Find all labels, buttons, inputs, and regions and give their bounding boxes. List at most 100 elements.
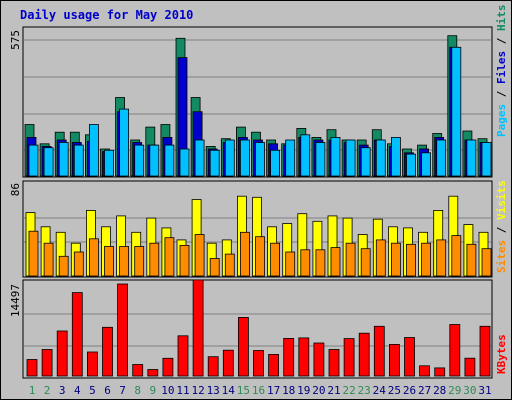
middle-max-label: 86 [9, 183, 22, 196]
kbytes-bar-day-27 [419, 365, 431, 377]
pages-bar-day-22 [345, 139, 356, 177]
kbytes-bar-day-3 [56, 330, 68, 377]
pages-bar-day-7 [119, 108, 129, 177]
pages-bar-day-20 [315, 142, 326, 177]
kbytes-bar-day-29 [449, 324, 461, 377]
kbytes-bar-day-7 [117, 283, 128, 377]
kbytes-bar-day-15 [237, 316, 249, 377]
sites-bar-day-15 [239, 231, 250, 277]
sites-bar-day-24 [375, 239, 386, 277]
sites-bar-day-1 [28, 230, 39, 277]
x-tick-label-day-26: 26 [403, 384, 416, 397]
pages-bar-day-21 [330, 136, 341, 177]
kbytes-bar-day-4 [71, 292, 83, 377]
sites-bar-day-21 [330, 247, 341, 277]
pages-bar-day-24 [375, 139, 386, 177]
pages-bar-day-31 [481, 142, 492, 177]
sites-bar-day-7 [119, 246, 129, 277]
sites-bar-day-25 [390, 242, 401, 277]
x-tick-label-day-27: 27 [418, 384, 431, 397]
kbytes-bar-day-11 [177, 335, 189, 377]
middle-side-legend: Sites / Visits [495, 180, 508, 273]
x-tick-label-day-9: 9 [149, 384, 156, 397]
pages-bar-day-26 [406, 153, 416, 177]
legend-sep-1: / [495, 84, 508, 104]
pages-bar-day-16 [255, 142, 265, 177]
pages-bar-day-18 [285, 139, 296, 177]
pages-bar-day-12 [194, 139, 205, 177]
kbytes-bar-day-16 [253, 350, 264, 377]
x-tick-label-day-29: 29 [448, 384, 461, 397]
sites-bar-day-3 [58, 255, 69, 277]
kbytes-bar-day-14 [222, 349, 234, 377]
sites-bar-day-18 [285, 251, 296, 277]
legend-visits: Visits [495, 180, 508, 220]
x-tick-label-day-24: 24 [373, 384, 387, 397]
x-tick-label-day-16: 16 [252, 384, 265, 397]
pages-bar-day-30 [466, 139, 477, 177]
kbytes-bar-day-13 [207, 356, 219, 377]
kbytes-bar-day-19 [298, 337, 310, 377]
pages-bar-day-14 [224, 139, 235, 177]
kbytes-bar-day-2 [41, 349, 53, 377]
x-tick-label-day-21: 21 [327, 384, 340, 397]
sites-bar-day-23 [360, 248, 371, 277]
pages-bar-day-10 [164, 144, 175, 177]
kbytes-bar-day-30 [464, 357, 476, 377]
x-tick-label-day-28: 28 [433, 384, 446, 397]
legend-sep-3: / [495, 220, 508, 240]
kbytes-bar-day-25 [388, 343, 400, 377]
kbytes-bar-day-10 [162, 357, 174, 377]
x-axis-labels: 1 2 3 4 5 6 7 8 9 10 11 12 13 14 15 16 17 18 19 20 21 22 23 24 2… [29, 384, 492, 397]
kbytes-bar-day-17 [268, 353, 280, 377]
sites-bar-day-17 [270, 242, 281, 277]
kbytes-bar-day-1 [26, 359, 38, 377]
pages-bar-day-2 [43, 147, 54, 177]
sites-bar-day-2 [43, 242, 54, 277]
x-tick-label-day-22: 22 [342, 384, 355, 397]
pages-bar-day-27 [421, 152, 432, 177]
pages-bar-day-9 [149, 144, 160, 177]
sites-bar-day-14 [224, 253, 235, 277]
sites-bar-day-8 [134, 246, 145, 277]
x-tick-label-day-31: 31 [478, 384, 491, 397]
legend-hits: Hits [495, 5, 508, 32]
sites-bar-day-9 [149, 242, 160, 277]
pages-bar-day-28 [436, 139, 447, 177]
pages-bar-day-13 [209, 149, 220, 177]
kbytes-bar-day-24 [373, 325, 385, 377]
sites-bar-day-6 [104, 246, 114, 277]
x-tick-label-day-30: 30 [463, 384, 476, 397]
kbytes-bar-day-5 [87, 351, 98, 377]
legend-sep-2: / [495, 31, 508, 51]
kbytes-bar-day-23 [358, 332, 370, 377]
kbytes-bar-day-9 [147, 369, 159, 377]
x-tick-label-day-18: 18 [282, 384, 295, 397]
x-tick-label-day-25: 25 [388, 384, 401, 397]
sites-bar-day-12 [194, 234, 205, 277]
x-tick-label-day-20: 20 [312, 384, 325, 397]
sites-bar-day-5 [89, 238, 99, 277]
sites-bar-day-30 [466, 243, 477, 277]
sites-bar-day-11 [179, 244, 190, 277]
sites-bar-day-19 [300, 249, 311, 277]
bottom-side-legend: KBytes [495, 334, 508, 374]
top-max-label: 575 [9, 30, 22, 50]
sites-bar-day-13 [209, 258, 220, 277]
x-tick-label-day-2: 2 [44, 384, 51, 397]
x-tick-label-day-11: 11 [176, 384, 189, 397]
kbytes-bar-day-22 [343, 338, 355, 377]
kbytes-bar-day-8 [132, 364, 144, 377]
pages-bar-day-4 [73, 144, 84, 177]
pages-bar-day-5 [89, 124, 99, 177]
pages-bar-day-17 [270, 149, 281, 177]
sites-bar-day-22 [345, 242, 356, 277]
x-tick-label-day-7: 7 [119, 384, 126, 397]
pages-bar-day-11 [179, 148, 190, 177]
x-tick-label-day-1: 1 [29, 384, 36, 397]
x-tick-label-day-19: 19 [297, 384, 310, 397]
sites-bar-day-4 [73, 251, 84, 277]
x-tick-label-day-23: 23 [358, 384, 371, 397]
chart-title: Daily usage for May 2010 [20, 8, 193, 22]
